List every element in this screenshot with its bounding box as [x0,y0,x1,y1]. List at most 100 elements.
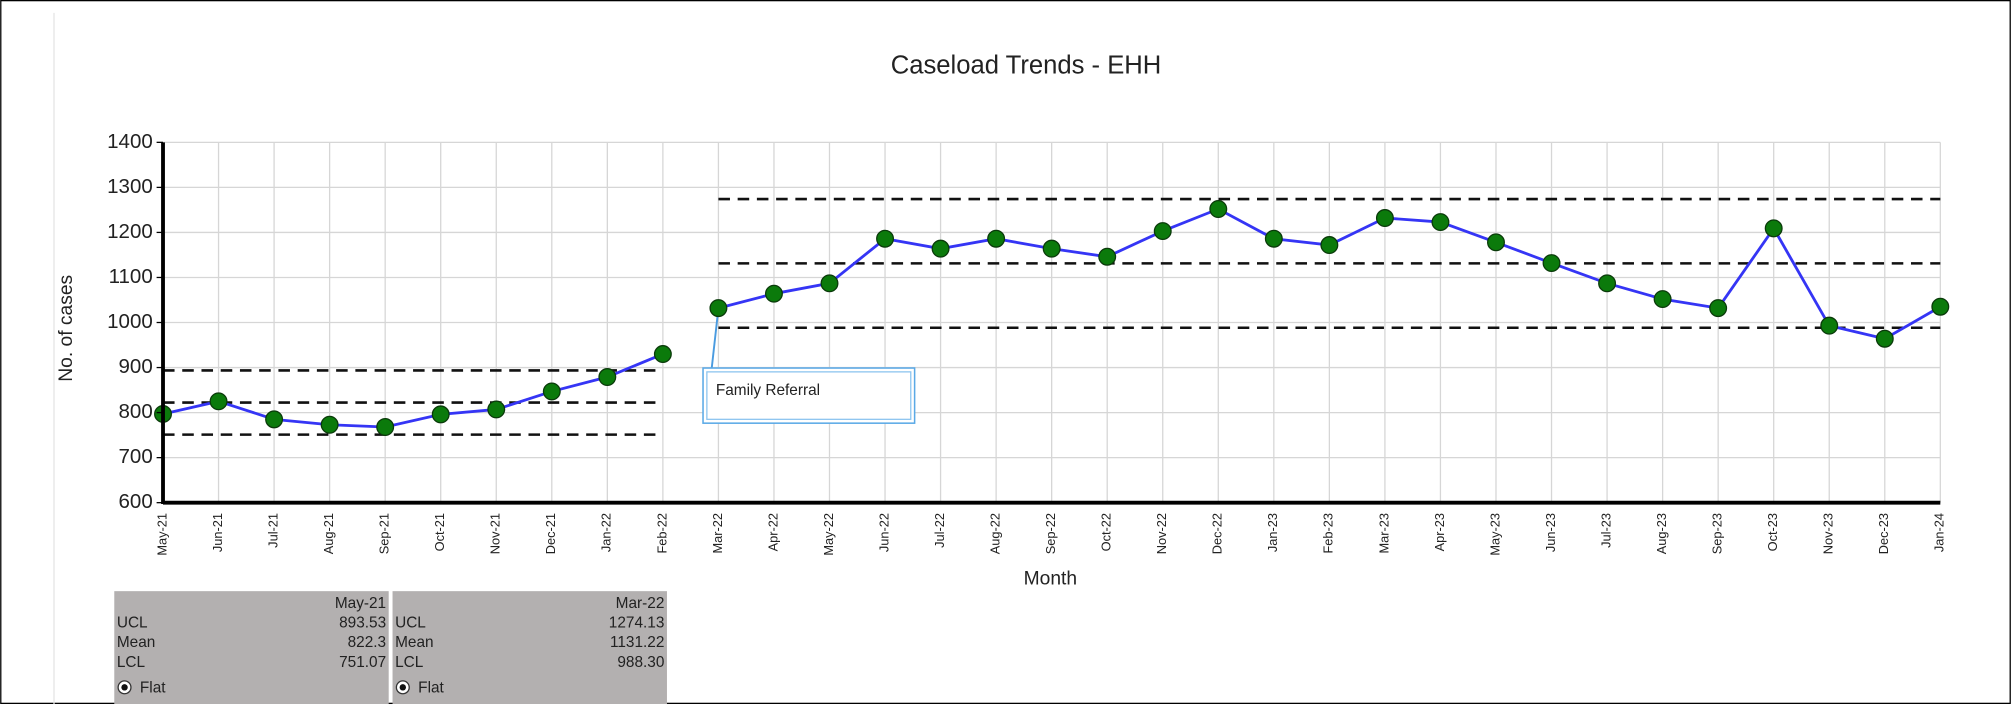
marker [598,368,617,386]
panel-label: Mean [117,634,155,651]
limit-panel [114,591,389,704]
y-tick-label: 1100 [109,265,153,288]
series-line [162,352,664,429]
marker [542,382,561,401]
limit-panels: May-21 UCL 893.53 Mean 822.3 LCL 751.07 Flat Mar… [114,591,667,704]
marker [1931,297,1950,316]
y-tick-label: 1200 [107,220,153,243]
marker [1042,239,1061,258]
x-tick-label: Oct-23 [1765,513,1780,551]
marker [1542,254,1561,273]
x-tick-label: Feb-22 [654,513,669,554]
x-tick-label: Jan-22 [599,513,614,552]
x-tick-label: Dec-21 [543,513,558,554]
x-tick-label: Aug-23 [1654,513,1669,554]
x-tick-label: May-23 [1487,513,1502,556]
y-tick-label: 800 [119,400,153,423]
panel-label: UCL [395,614,426,631]
marker [820,274,839,293]
x-tick-label: Jul-21 [265,513,280,548]
radio-dot [399,684,407,691]
x-axis-title: Month [1024,569,1077,590]
y-tick-label: 1400 [107,130,153,153]
marker [1820,316,1839,335]
marker [1264,229,1283,248]
x-tick-label: Mar-23 [1376,513,1391,554]
panel-label: UCL [117,614,148,631]
marker [1320,236,1339,255]
marker [1598,274,1617,293]
panel-value: 1131.22 [610,634,664,651]
marker [764,284,783,303]
x-tick-label: Jul-22 [932,513,947,548]
x-tick-label: May-21 [154,513,169,556]
marker [1431,213,1450,232]
limit-panel [392,591,667,704]
panel-label: Mean [395,634,433,651]
y-tick-label: 600 [119,490,153,513]
marker [265,410,284,429]
marker [320,415,339,434]
marker [1153,222,1172,241]
panel-value: 822.3 [348,634,386,651]
x-tick-label: Jun-23 [1543,513,1558,552]
marker [376,418,395,436]
marker [931,239,950,258]
y-axis-title: No. of cases [56,275,77,382]
x-tick-label: Jul-23 [1598,513,1613,548]
panel-value: 751.07 [339,654,386,671]
x-tick-label: Feb-23 [1321,513,1336,554]
x-tick-label: Nov-21 [488,513,503,554]
x-tick-label: May-22 [821,513,836,556]
x-tick-label: Dec-22 [1210,513,1225,554]
x-tick-label: Dec-23 [1876,513,1891,554]
marker [1764,219,1783,238]
y-tick-label: 1000 [107,310,153,333]
x-tick-label: Jan-24 [1932,513,1947,552]
x-tick-label: Oct-22 [1099,513,1114,551]
marker [653,345,672,364]
grid [162,141,1941,504]
x-tick-label: Apr-22 [765,513,780,551]
panel-value: 893.53 [339,614,386,631]
panel-start: Mar-22 [616,595,665,612]
control-limits [163,197,1941,436]
x-tick-label: Sep-21 [377,513,392,554]
marker [1487,233,1505,252]
annotation-text: Family Referral [716,382,820,399]
x-tick-label: Aug-21 [321,513,336,554]
x-tick-label: Jun-21 [210,513,225,552]
x-tick-label: Nov-23 [1821,513,1836,554]
x-tick-label: Apr-23 [1432,513,1447,551]
y-tick-label: 700 [119,445,153,468]
x-tick-label: Aug-22 [988,513,1003,554]
marker [709,299,728,318]
x-tick-label: Mar-22 [710,513,725,554]
panel-method: Flat [418,680,444,697]
x-tick-label: Sep-22 [1043,513,1058,554]
annotation-box [702,367,916,424]
marker [987,229,1006,248]
panel-value: 1274.13 [609,614,665,631]
marker [1098,247,1117,266]
y-tick-label: 1300 [107,175,153,198]
y-tick-label: 900 [119,355,153,378]
marker [431,405,450,424]
marker [876,229,895,248]
panel-label: LCL [117,654,146,671]
marker [1375,209,1394,227]
x-tick-label: Oct-21 [432,513,447,551]
radio-dot [121,684,128,691]
panel-start: May-21 [335,595,386,612]
annotation-box-inner [706,371,912,420]
x-tick-label: Jan-23 [1265,513,1280,552]
marker [1709,299,1728,318]
panel-label: LCL [395,654,424,671]
marker [1653,290,1672,309]
x-tick-label: Jun-22 [876,513,891,552]
marker [1209,200,1228,218]
x-tick-label: Nov-22 [1154,513,1169,554]
x-tick-label: Sep-23 [1710,513,1725,554]
